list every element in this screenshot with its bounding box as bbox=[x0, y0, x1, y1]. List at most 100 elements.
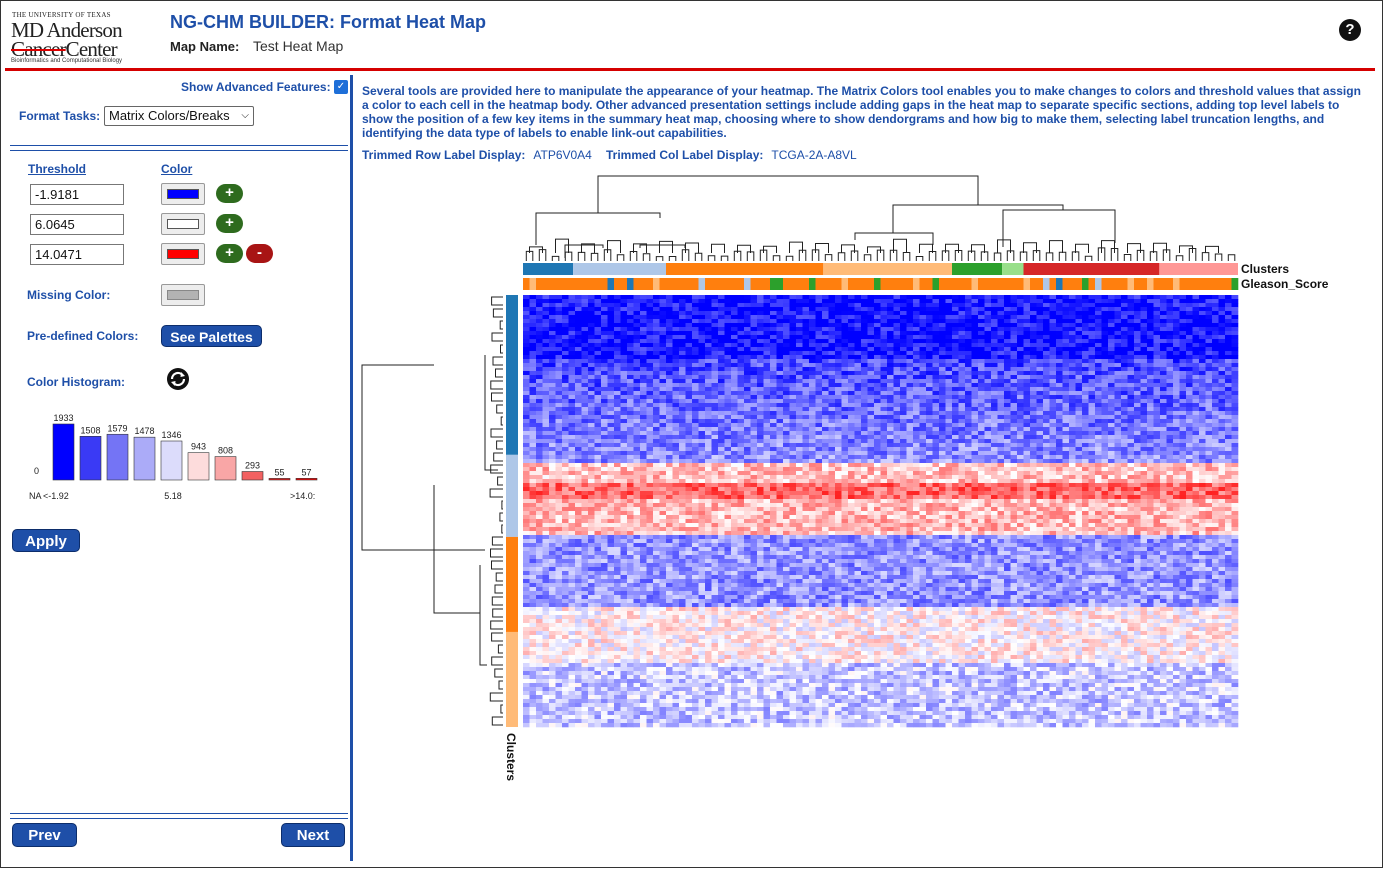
threshold-input-2[interactable]: 6.0645 bbox=[30, 214, 124, 235]
heatmap-cell bbox=[1069, 383, 1076, 388]
heatmap-cell bbox=[796, 447, 803, 452]
heatmap-cell bbox=[828, 303, 836, 308]
heatmap-cell bbox=[945, 435, 953, 440]
heatmap-cell bbox=[776, 327, 784, 332]
heatmap-cell bbox=[958, 443, 966, 448]
color-header[interactable]: Color bbox=[161, 162, 193, 176]
heatmap-cell bbox=[1218, 307, 1226, 312]
heatmap-cell bbox=[685, 431, 693, 436]
heatmap-cell bbox=[594, 379, 602, 384]
heatmap-cell bbox=[711, 447, 719, 452]
add-break-button-3[interactable]: + bbox=[216, 244, 243, 263]
heatmap-cell bbox=[627, 439, 634, 444]
heatmap-cell bbox=[529, 323, 537, 328]
heatmap-cell bbox=[705, 319, 712, 324]
heatmap-cell bbox=[614, 355, 621, 360]
heatmap-cell bbox=[880, 319, 888, 324]
heatmap-cell bbox=[978, 343, 985, 348]
heatmap-cell bbox=[575, 371, 582, 376]
heatmap-cell bbox=[744, 447, 751, 452]
heatmap-cell bbox=[1173, 427, 1180, 432]
color-picker-3[interactable] bbox=[161, 243, 205, 265]
heatmap-cell bbox=[770, 295, 777, 300]
heatmap-cell bbox=[1017, 359, 1024, 364]
format-tasks-select[interactable]: Matrix Colors/Breaks ⌵ bbox=[104, 106, 254, 126]
heatmap-cell bbox=[958, 391, 966, 396]
heatmap-cell bbox=[1218, 355, 1226, 360]
heatmap-cell bbox=[796, 399, 803, 404]
heatmap-cell bbox=[841, 331, 849, 336]
remove-break-button-3[interactable]: - bbox=[246, 244, 273, 263]
next-button[interactable]: Next bbox=[281, 823, 345, 847]
add-break-button-2[interactable]: + bbox=[216, 214, 243, 233]
heatmap-cell bbox=[1199, 459, 1206, 464]
heatmap-cell bbox=[770, 371, 777, 376]
heatmap-cell bbox=[1212, 403, 1219, 408]
heatmap-cell bbox=[562, 359, 569, 364]
heatmap-cell bbox=[1153, 443, 1161, 448]
heatmap-cell bbox=[1160, 455, 1167, 460]
heatmap-cell bbox=[1030, 359, 1037, 364]
prev-button[interactable]: Prev bbox=[12, 823, 77, 847]
heatmap-cell bbox=[568, 375, 576, 380]
heatmap-cell bbox=[1179, 327, 1187, 332]
help-icon[interactable]: ? bbox=[1339, 19, 1361, 41]
heatmap-cell bbox=[783, 327, 790, 332]
heatmap-cell bbox=[1205, 399, 1213, 404]
heatmap-cell bbox=[1030, 403, 1037, 408]
heatmap-cell bbox=[978, 303, 985, 308]
heatmap-cell bbox=[1179, 295, 1187, 300]
refresh-icon[interactable] bbox=[166, 367, 190, 391]
heatmap-cell bbox=[971, 371, 979, 376]
missing-color-picker[interactable] bbox=[161, 284, 205, 306]
heatmap-cell bbox=[1140, 447, 1148, 452]
heatmap-cell bbox=[809, 395, 816, 400]
histogram-bar bbox=[268, 478, 291, 481]
threshold-header[interactable]: Threshold bbox=[28, 162, 87, 176]
heatmap-cell bbox=[562, 351, 569, 356]
heatmap-cell bbox=[731, 295, 738, 300]
heatmap-cell bbox=[1205, 415, 1213, 420]
heatmap-cell bbox=[1010, 459, 1018, 464]
heatmap-cell bbox=[984, 327, 992, 332]
apply-button[interactable]: Apply bbox=[12, 529, 80, 552]
heatmap-cell bbox=[874, 451, 881, 456]
heatmap-cell bbox=[867, 303, 875, 308]
heatmap-cell bbox=[653, 443, 660, 448]
heatmap-cell bbox=[1186, 363, 1193, 368]
add-break-button-1[interactable]: + bbox=[216, 184, 243, 203]
heatmap-cell bbox=[1004, 451, 1011, 456]
show-advanced-checkbox[interactable]: ✓ bbox=[334, 80, 348, 94]
heatmap-cell bbox=[1036, 367, 1044, 372]
heatmap-cell bbox=[1205, 427, 1213, 432]
heatmap-cell bbox=[620, 387, 628, 392]
heatmap-cell bbox=[932, 367, 940, 372]
heatmap-cell bbox=[906, 335, 914, 340]
color-picker-1[interactable] bbox=[161, 183, 205, 205]
heatmap-cell bbox=[555, 395, 563, 400]
heatmap-cell bbox=[1095, 387, 1102, 392]
heatmap-cell bbox=[1017, 303, 1024, 308]
see-palettes-button[interactable]: See Palettes bbox=[161, 325, 262, 347]
heatmap-cell bbox=[848, 387, 855, 392]
heatmap-cell bbox=[1192, 435, 1200, 440]
heatmap-cell bbox=[685, 391, 693, 396]
heatmap-cell bbox=[1218, 363, 1226, 368]
heatmap-cell bbox=[1036, 395, 1044, 400]
heatmap-cell bbox=[1166, 455, 1174, 460]
heatmap-cell bbox=[874, 431, 881, 436]
color-picker-2[interactable] bbox=[161, 213, 205, 235]
heatmap-cell bbox=[659, 335, 667, 340]
divider bbox=[10, 818, 348, 819]
threshold-input-1[interactable]: -1.9181 bbox=[30, 184, 124, 205]
heatmap-cell bbox=[1056, 383, 1063, 388]
heatmap-cell bbox=[705, 423, 712, 428]
heatmap-cell bbox=[672, 359, 680, 364]
heatmap-cell bbox=[555, 447, 563, 452]
heatmap-cell bbox=[1023, 327, 1031, 332]
heatmap-cell bbox=[919, 331, 927, 336]
heatmap-cell bbox=[1023, 395, 1031, 400]
heatmap-cell bbox=[627, 411, 634, 416]
heatmap-cell bbox=[789, 411, 797, 416]
threshold-input-3[interactable]: 14.0471 bbox=[30, 244, 124, 265]
